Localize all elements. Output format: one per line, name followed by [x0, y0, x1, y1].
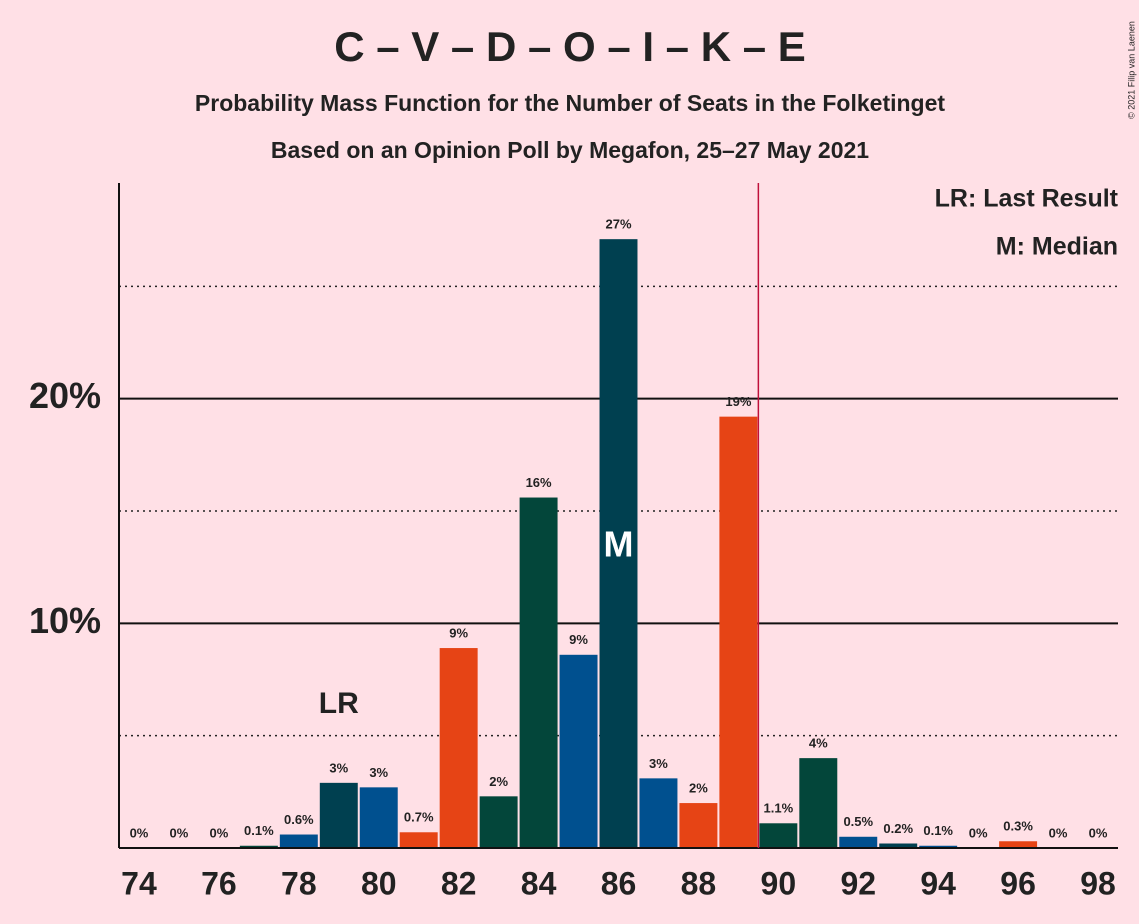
bar — [999, 841, 1038, 848]
bar — [639, 778, 678, 848]
bar — [679, 803, 718, 848]
chart-subtitle: Based on an Opinion Poll by Megafon, 25–… — [271, 137, 869, 163]
x-tick-label: 92 — [840, 865, 876, 901]
value-label: 0.6% — [284, 812, 314, 827]
bar — [599, 239, 638, 849]
bar — [919, 845, 958, 848]
value-label: 0.7% — [404, 810, 434, 825]
bar — [879, 843, 918, 848]
bar — [399, 832, 438, 848]
value-label: 0% — [1049, 825, 1068, 840]
value-label: 27% — [605, 217, 631, 232]
bar — [519, 497, 558, 848]
value-label: 3% — [329, 760, 348, 775]
bar — [479, 796, 518, 848]
value-label: 0.5% — [843, 814, 873, 829]
x-tick-label: 86 — [601, 865, 637, 901]
legend-note: M: Median — [996, 233, 1118, 261]
x-tick-label: 90 — [761, 865, 797, 901]
bar — [359, 787, 398, 848]
value-label: 0.2% — [883, 821, 913, 836]
value-label: 0% — [969, 825, 988, 840]
value-label: 0% — [1089, 825, 1108, 840]
value-label: 9% — [569, 632, 588, 647]
bar — [839, 836, 878, 848]
bar — [319, 782, 358, 848]
legend-note: LR: Last Result — [935, 185, 1119, 213]
x-tick-label: 78 — [281, 865, 317, 901]
value-label: 0.1% — [244, 823, 274, 838]
chart-title: C – V – D – O – I – K – E — [334, 23, 806, 70]
x-tick-label: 74 — [121, 865, 157, 901]
value-label: 19% — [725, 394, 751, 409]
x-tick-label: 98 — [1080, 865, 1116, 901]
median-marker: M — [604, 524, 634, 565]
value-label: 4% — [809, 736, 828, 751]
y-tick-label: 20% — [29, 375, 101, 416]
value-label: 16% — [526, 475, 552, 490]
y-tick-label: 10% — [29, 600, 101, 641]
value-label: 0% — [130, 825, 149, 840]
bar — [759, 823, 798, 848]
chart-subtitle: Probability Mass Function for the Number… — [195, 90, 945, 116]
value-label: 1.1% — [764, 801, 794, 816]
value-label: 9% — [449, 625, 468, 640]
x-tick-label: 76 — [201, 865, 237, 901]
x-tick-label: 80 — [361, 865, 397, 901]
last-result-marker: LR — [319, 687, 359, 720]
bar — [559, 654, 598, 848]
value-label: 2% — [489, 774, 508, 789]
value-label: 2% — [689, 781, 708, 796]
x-tick-label: 82 — [441, 865, 477, 901]
x-tick-label: 94 — [920, 865, 956, 901]
value-label: 3% — [369, 765, 388, 780]
copyright: © 2021 Filip van Laenen — [1126, 21, 1136, 119]
bar — [799, 758, 838, 848]
bar — [439, 648, 478, 848]
bar — [279, 834, 318, 848]
bar — [239, 845, 278, 848]
bar — [719, 416, 758, 848]
value-label: 0% — [170, 825, 189, 840]
value-label: 0% — [210, 825, 229, 840]
value-label: 0.3% — [1003, 819, 1033, 834]
x-tick-label: 84 — [521, 865, 557, 901]
value-label: 0.1% — [923, 823, 953, 838]
x-tick-label: 88 — [681, 865, 717, 901]
value-label: 3% — [649, 756, 668, 771]
x-tick-label: 96 — [1000, 865, 1036, 901]
